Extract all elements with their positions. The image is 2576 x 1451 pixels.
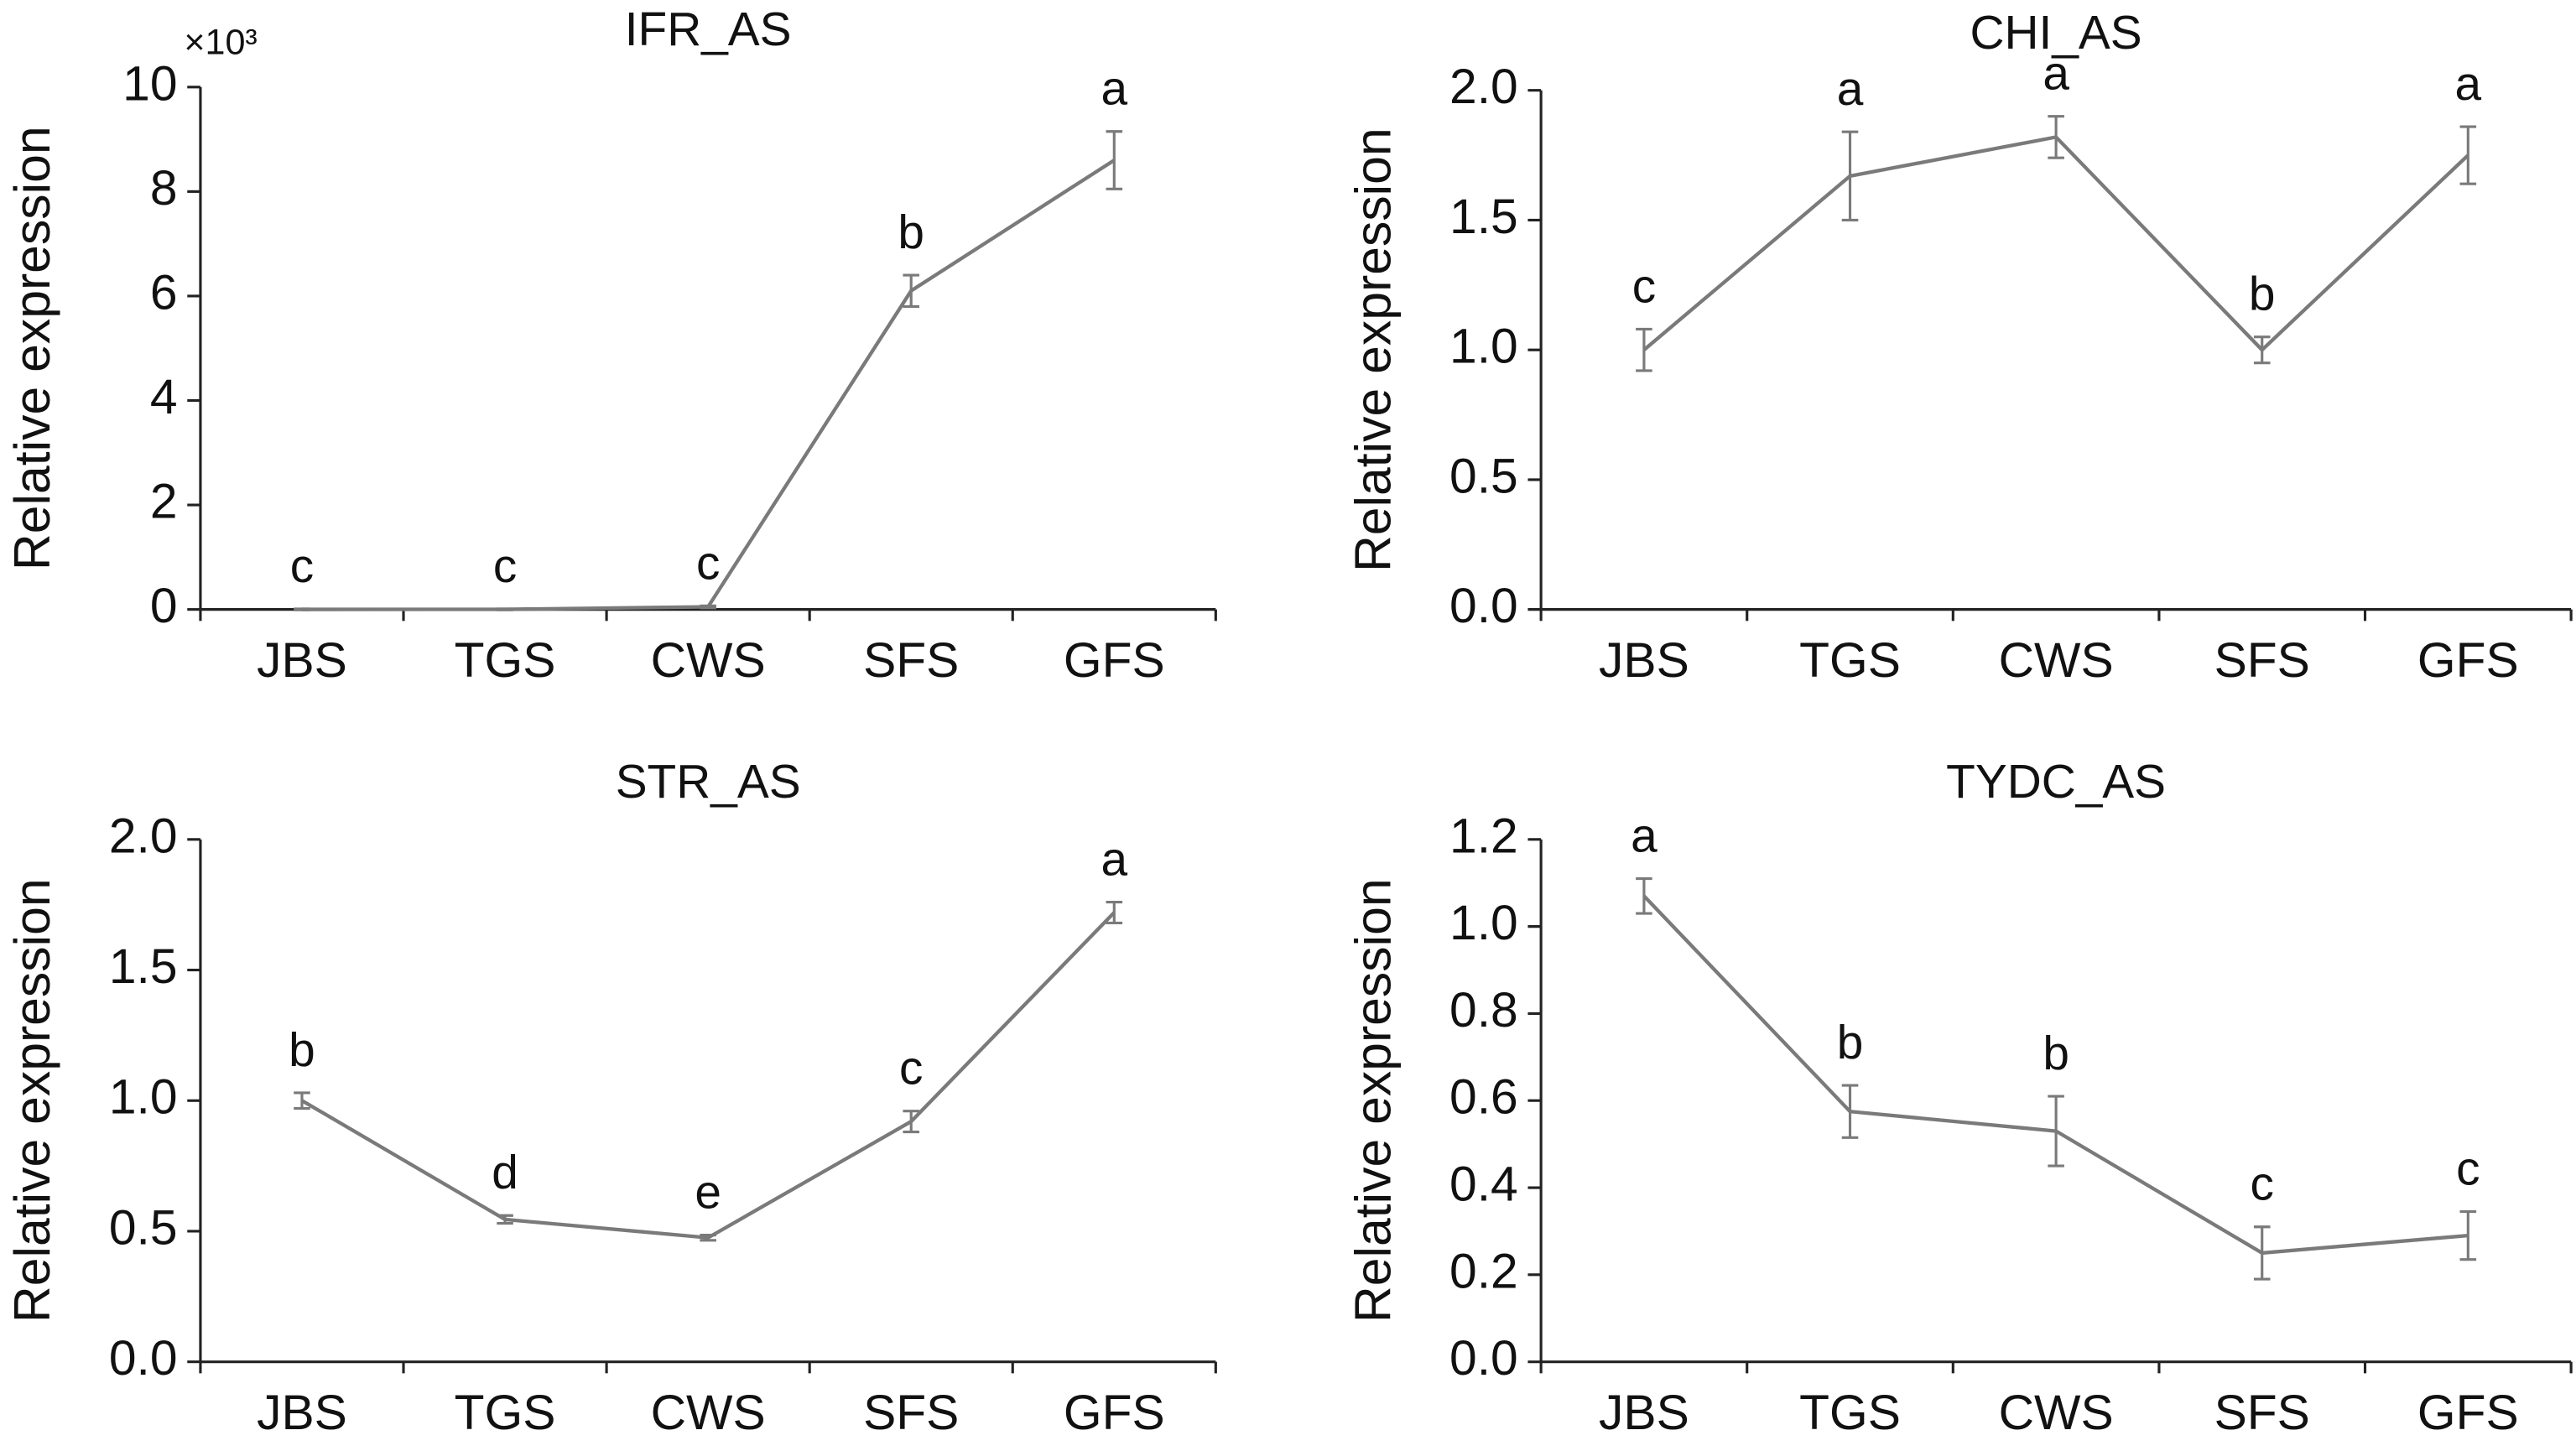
y-tick-label: 0.0 bbox=[109, 1331, 178, 1386]
y-tick-label: 1.0 bbox=[1449, 896, 1518, 950]
y-tick-label: 2.0 bbox=[109, 809, 178, 863]
x-tick-label: TGS bbox=[455, 1386, 556, 1440]
x-tick-label: GFS bbox=[1064, 1386, 1165, 1440]
significance-letter: c bbox=[493, 540, 517, 593]
error-bar bbox=[2048, 1095, 2064, 1168]
significance-letter: a bbox=[1837, 63, 1864, 116]
x-tick-label: GFS bbox=[2417, 1386, 2519, 1440]
error-bar bbox=[1106, 130, 1123, 190]
error-bar bbox=[1106, 900, 1123, 925]
error-bar bbox=[1841, 130, 1859, 222]
x-tick-label: GFS bbox=[1064, 633, 1165, 688]
error-bar bbox=[700, 1234, 716, 1242]
error-bar bbox=[2459, 125, 2477, 185]
error-bar bbox=[294, 607, 310, 611]
significance-letter: c bbox=[2251, 1158, 2274, 1211]
panel: 0.0 0.5 1.0 1.5 2.0 JBS TGS CWS SFS GFS STR_AS Rela… bbox=[3, 756, 1217, 1440]
x-tick-label: CWS bbox=[1999, 633, 2114, 688]
x-tick-label: CWS bbox=[651, 1386, 766, 1440]
x-tick-label: GFS bbox=[2417, 633, 2519, 688]
panel: 0.0 0.2 0.4 0.6 0.8 1.0 1.2 JBS TGS CWS SFS GFS TYDC… bbox=[1344, 756, 2573, 1440]
x-tick-label: CWS bbox=[1999, 1386, 2114, 1440]
error-bar bbox=[497, 1214, 513, 1225]
significance-letter: b bbox=[898, 206, 924, 259]
chart-title: TYDC_AS bbox=[1946, 756, 2166, 809]
x-tick-label: JBS bbox=[257, 1386, 347, 1440]
x-tick-label: CWS bbox=[651, 633, 766, 688]
x-tick-label: TGS bbox=[1799, 1386, 1901, 1440]
y-tick-label: 10 bbox=[122, 56, 177, 111]
y-tick-label: 1.0 bbox=[109, 1070, 178, 1125]
significance-letter: b bbox=[1837, 1017, 1864, 1069]
error-bar bbox=[497, 607, 513, 611]
error-bar bbox=[903, 273, 920, 308]
y-tick-label: 0.8 bbox=[1449, 983, 1518, 1038]
x-tick-label: JBS bbox=[1599, 1386, 1689, 1440]
error-bar bbox=[1636, 876, 1652, 915]
error-bar bbox=[903, 1110, 920, 1134]
significance-letter: a bbox=[1631, 810, 1657, 863]
significance-letter: a bbox=[1101, 63, 1127, 116]
y-tick-label: 0 bbox=[150, 579, 178, 633]
error-bar bbox=[2253, 1225, 2271, 1281]
significance-letter: d bbox=[492, 1147, 518, 1199]
x-tick-label: SFS bbox=[863, 1386, 959, 1440]
significance-letter: b bbox=[2043, 1027, 2069, 1080]
y-tick-label: 1.2 bbox=[1449, 809, 1518, 863]
error-bar bbox=[2048, 115, 2064, 159]
chart-title: CHI_AS bbox=[1970, 7, 2142, 60]
y-tick-label: 0.4 bbox=[1449, 1157, 1518, 1212]
y-axis-label: Relative expression bbox=[1344, 127, 1401, 572]
y-tick-label: 6 bbox=[150, 265, 178, 320]
significance-letter: a bbox=[2455, 58, 2482, 111]
error-bar bbox=[1841, 1084, 1859, 1139]
y-tick-label: 0.6 bbox=[1449, 1070, 1518, 1125]
y-tick-label: 4 bbox=[150, 370, 178, 424]
y-tick-label: 0.2 bbox=[1449, 1244, 1518, 1298]
x-tick-label: JBS bbox=[257, 633, 347, 688]
y-axis-label: Relative expression bbox=[3, 878, 60, 1323]
y-tick-label: 1.5 bbox=[1449, 190, 1518, 244]
x-tick-label: TGS bbox=[1799, 633, 1901, 688]
panel: 0 2 4 6 8 10 JBS TGS CWS SFS GFS IFR_AS Relative exp… bbox=[3, 3, 1217, 688]
y-tick-label: 2 bbox=[150, 475, 178, 529]
significance-letter: e bbox=[695, 1167, 721, 1220]
error-bar bbox=[2253, 335, 2271, 365]
y-axis-label: Relative expression bbox=[3, 126, 60, 570]
error-bar bbox=[294, 1091, 310, 1110]
y-tick-label: 1.5 bbox=[109, 939, 178, 994]
y-tick-label: 8 bbox=[150, 161, 178, 216]
y-tick-label: 0.5 bbox=[1449, 449, 1518, 503]
chart-title: IFR_AS bbox=[625, 3, 792, 56]
error-bar bbox=[1636, 327, 1652, 372]
significance-letter: c bbox=[899, 1043, 923, 1095]
x-tick-label: JBS bbox=[1599, 633, 1689, 688]
significance-letter: c bbox=[2456, 1143, 2480, 1196]
error-bar bbox=[2459, 1210, 2477, 1261]
data-line bbox=[1642, 135, 2469, 353]
significance-letter: c bbox=[696, 537, 720, 590]
y-tick-label: 0.0 bbox=[1449, 1331, 1518, 1386]
chart-title: STR_AS bbox=[616, 756, 801, 809]
y-tick-label: 0.0 bbox=[1449, 579, 1518, 633]
x-tick-label: TGS bbox=[455, 633, 556, 688]
significance-letter: a bbox=[2043, 48, 2069, 101]
panel: 0.0 0.5 1.0 1.5 2.0 JBS TGS CWS SFS GFS CHI_AS Rela… bbox=[1344, 7, 2573, 688]
x-tick-label: SFS bbox=[863, 633, 959, 688]
y-tick-label: 1.0 bbox=[1449, 320, 1518, 374]
x-tick-label: SFS bbox=[2214, 1386, 2310, 1440]
axis-multiplier: ×10³ bbox=[184, 22, 257, 62]
y-axis-label: Relative expression bbox=[1344, 878, 1401, 1323]
x-tick-label: SFS bbox=[2214, 633, 2310, 688]
significance-letter: b bbox=[2249, 268, 2276, 321]
significance-letter: c bbox=[1632, 260, 1656, 313]
error-bar bbox=[700, 604, 716, 610]
y-tick-label: 0.5 bbox=[109, 1200, 178, 1255]
significance-letter: a bbox=[1101, 834, 1127, 887]
y-tick-label: 2.0 bbox=[1449, 60, 1518, 114]
significance-letter: c bbox=[290, 540, 314, 593]
significance-letter: b bbox=[289, 1024, 315, 1077]
